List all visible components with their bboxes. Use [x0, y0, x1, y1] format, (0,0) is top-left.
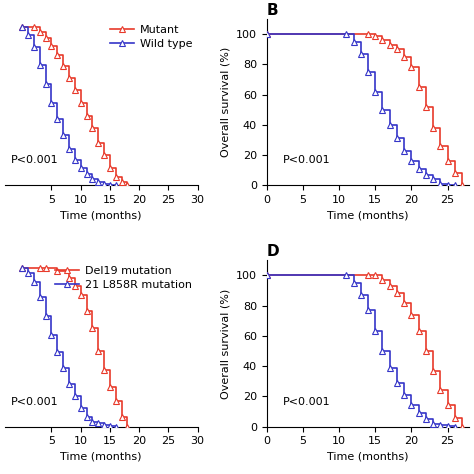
- Text: P<0.001: P<0.001: [10, 155, 58, 165]
- Text: B: B: [267, 3, 278, 18]
- Text: P<0.001: P<0.001: [283, 155, 330, 165]
- X-axis label: Time (months): Time (months): [327, 210, 409, 220]
- X-axis label: Time (months): Time (months): [327, 452, 409, 462]
- Y-axis label: Overall survival (%): Overall survival (%): [220, 288, 230, 399]
- Legend: Del19 mutation, 21 L858R mutation: Del19 mutation, 21 L858R mutation: [55, 266, 192, 290]
- X-axis label: Time (months): Time (months): [60, 210, 142, 220]
- Legend: Mutant, Wild type: Mutant, Wild type: [109, 25, 192, 49]
- Y-axis label: Overall survival (%): Overall survival (%): [220, 47, 230, 157]
- Text: D: D: [267, 244, 279, 259]
- Text: P<0.001: P<0.001: [283, 397, 330, 407]
- X-axis label: Time (months): Time (months): [60, 452, 142, 462]
- Text: P<0.001: P<0.001: [10, 397, 58, 407]
